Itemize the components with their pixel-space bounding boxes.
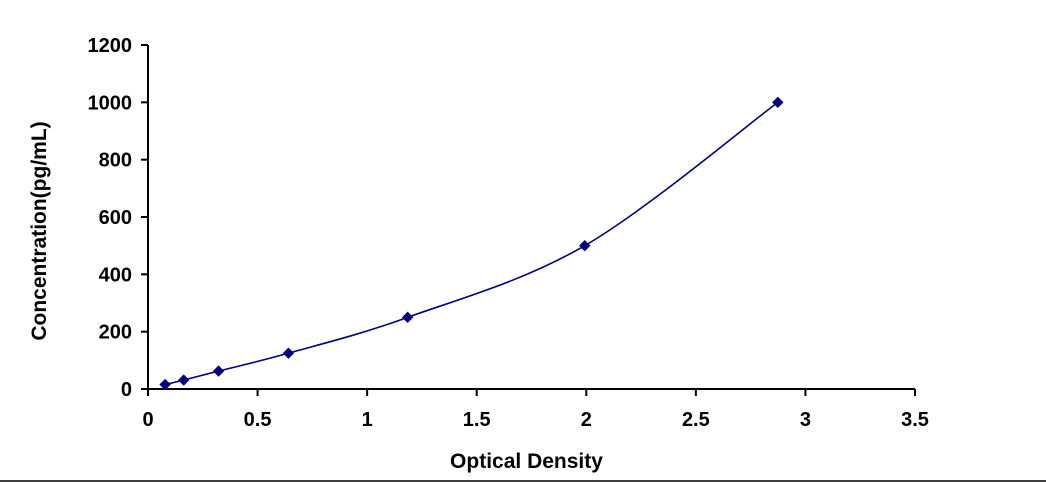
y-tick-label: 0 <box>121 379 132 401</box>
data-point <box>772 96 784 109</box>
y-tick-label: 200 <box>99 322 132 344</box>
x-tick-label: 3.5 <box>901 409 929 431</box>
data-point <box>212 365 225 377</box>
y-tick-label: 600 <box>99 207 132 229</box>
x-tick-label: 2 <box>581 409 592 431</box>
y-tick-label: 400 <box>99 264 132 286</box>
x-axis: 0 0.5 1 1.5 2 2.5 3 3.5 <box>142 388 929 431</box>
y-axis: 0 200 400 600 800 1000 1200 <box>88 35 149 401</box>
series-line <box>164 101 779 386</box>
data-point <box>159 378 171 391</box>
x-tick-label: 0.5 <box>244 409 272 431</box>
data-point <box>579 239 591 252</box>
x-tick-label: 1 <box>362 409 373 431</box>
x-axis-title: Optical Density <box>450 450 603 473</box>
plot-area <box>159 96 784 391</box>
y-tick-label: 1200 <box>88 35 133 57</box>
data-point <box>178 374 190 386</box>
x-tick-label: 3 <box>800 409 811 431</box>
y-axis-title: Concentration(pg/mL) <box>28 121 51 340</box>
x-tick-label: 1.5 <box>463 409 491 431</box>
x-tick-label: 2.5 <box>682 409 710 431</box>
data-point <box>401 311 414 324</box>
y-tick-label: 1000 <box>88 92 133 114</box>
data-point <box>282 347 295 359</box>
y-tick-label: 800 <box>99 150 132 172</box>
x-tick-label: 0 <box>142 409 153 431</box>
